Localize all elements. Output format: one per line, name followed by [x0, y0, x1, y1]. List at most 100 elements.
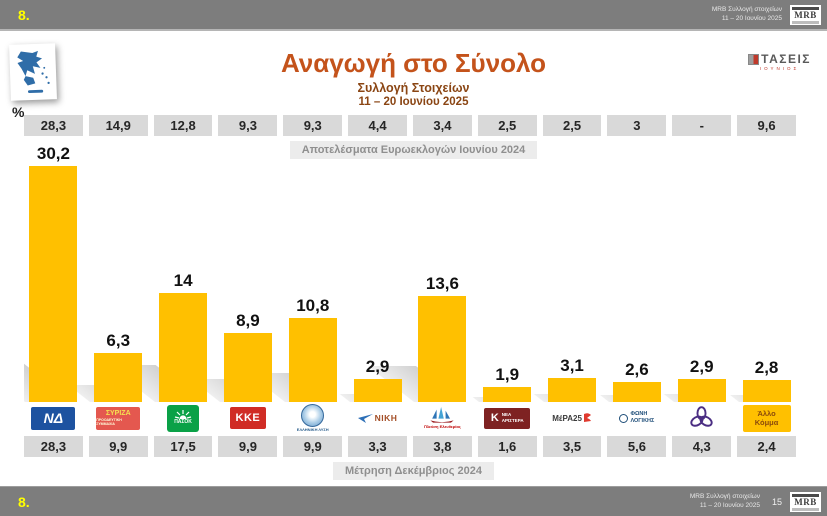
party-logo-foni: ΦΩΝΗ ΛΟΓΙΚΗΣ — [607, 402, 666, 434]
bar — [548, 378, 597, 402]
mrb-logo-text: MRB — [794, 9, 817, 20]
bar-chart: 30,2 6,3 14 8,9 10,8 2,9 13,6 1,9 3,1 2,6 2,9 2,8 — [24, 142, 796, 402]
bar — [353, 379, 402, 402]
party-logo-kke: ΚΚΕ — [218, 402, 277, 434]
header-source-note: MRB Συλλογή στοιχείων 11 – 20 Ιουνίου 20… — [712, 6, 782, 24]
dec-value-cell: 2,4 — [737, 436, 796, 457]
euro-results-row: 28,3 14,9 12,8 9,3 9,3 4,4 3,4 2,5 2,5 3-9,6 — [24, 115, 796, 136]
taseis-icon — [748, 53, 760, 65]
mrb-logo-subrule — [792, 20, 819, 24]
dec-value-cell: 1,6 — [477, 436, 537, 457]
bar — [29, 166, 78, 402]
dec-value-cell: 3,8 — [412, 436, 472, 457]
bar-value-label: 10,8 — [296, 296, 330, 315]
euro-value-cell: 2,5 — [477, 115, 537, 136]
bar-column: 2,8 — [729, 142, 796, 402]
dec-value-cell: 5,6 — [607, 436, 667, 457]
bar-column: 10,8 — [247, 142, 342, 402]
bar — [94, 353, 143, 402]
bar-column: 2,9 — [339, 142, 407, 402]
bar-value-label: 2,9 — [689, 357, 714, 376]
dec-value-cell: 9,9 — [88, 436, 148, 457]
bar — [223, 333, 272, 402]
percent-unit-label: % — [12, 104, 25, 120]
december-caption-text: Μέτρηση Δεκέμβριος 2024 — [333, 462, 494, 480]
party-logo-syriza: ΣΥΡΙΖΑ ΠΡΟΟΔΕΥΤΙΚΗ ΣΥΜΜΑΧΙΑ — [89, 402, 148, 434]
elliniki-lysi-emblem — [301, 404, 325, 427]
mrb-logo: MRB — [790, 4, 821, 25]
header-bar: 8. MRB Συλλογή στοιχείων 11 – 20 Ιουνίου… — [0, 0, 827, 31]
party-logo-nd: ΝΔ — [24, 402, 83, 434]
bar — [483, 387, 532, 402]
bar-value-label: 6,3 — [106, 331, 131, 350]
taseis-logo-subtext: ΙΟΥΝΙΟΣ — [759, 66, 800, 71]
euro-value-cell: - — [672, 115, 732, 136]
euro-value-cell: 9,3 — [283, 115, 343, 136]
dec-value-cell: 4,3 — [672, 436, 732, 457]
december-caption: Μέτρηση Δεκέμβριος 2024 — [0, 461, 827, 480]
euro-value-cell: 9,3 — [218, 115, 278, 136]
euro-results-caption: Αποτελέσματα Ευρωεκλογών Ιουνίου 2024 — [0, 140, 827, 159]
footer-mrb-logo: MRB — [790, 491, 821, 512]
dec-value-cell: 28,3 — [24, 436, 83, 457]
bar — [418, 296, 467, 402]
bar-column: 3,1 — [533, 142, 602, 402]
euro-value-cell: 4,4 — [348, 115, 407, 136]
page-title: Αναγωγή στο Σύνολο — [280, 48, 547, 78]
bar-value-label: 3,1 — [560, 356, 584, 375]
bar — [742, 380, 791, 402]
bar-column: 30,2 — [24, 142, 83, 402]
party-logo-mera: ΜέΡΑ25 — [543, 402, 602, 434]
footer-source-note: MRB Συλλογή στοιχείων 11 – 20 Ιουνίου 20… — [690, 493, 760, 511]
source-note-line1: MRB Συλλογή στοιχείων — [711, 5, 782, 13]
greece-map-svg — [17, 50, 50, 94]
dec-value-cell: 3,5 — [542, 436, 602, 457]
mrb-logo-text: MRB — [794, 496, 817, 507]
party-logo-niki: ΝΙΚΗ — [348, 402, 407, 434]
kinima-dimokratias-flower-icon — [690, 405, 713, 427]
party-logo-plefsi: Πλεύση Ελευθερίας — [413, 402, 472, 434]
euro-value-cell: 14,9 — [88, 115, 148, 136]
party-logo-kidim — [672, 402, 731, 434]
mrb-logo-subrule — [792, 507, 819, 511]
bar — [677, 379, 726, 402]
footer-source-line2: 11 – 20 Ιουνίου 2025 — [699, 501, 760, 509]
page-number: 15 — [771, 496, 782, 507]
euro-value-cell: 2,5 — [542, 115, 602, 136]
party-logo-allo: Άλλο Κόμμα — [737, 402, 796, 434]
title-subtitle: Συλλογή Στοιχείων — [357, 81, 470, 95]
bar-value-label: 1,9 — [495, 365, 520, 384]
pasok-sun-icon — [174, 410, 192, 420]
title-date-range: 11 – 20 Ιουνίου 2025 — [358, 96, 469, 108]
bar — [612, 382, 661, 402]
bar-column: 1,9 — [472, 142, 537, 402]
mrb-logo-rule — [792, 493, 819, 497]
bar-value-label: 2,6 — [625, 360, 649, 379]
party-logo-pasok: ΠΑΣΟΚ — [154, 402, 213, 434]
dec-value-cell: 3,3 — [348, 436, 407, 457]
greece-map-icon — [9, 43, 57, 101]
mrb-logo-rule — [792, 6, 819, 10]
bar-value-label: 13,6 — [425, 274, 459, 293]
euro-value-cell: 9,6 — [737, 115, 796, 136]
bar-value-label: 30,2 — [36, 144, 70, 163]
dec-value-cell: 9,9 — [283, 436, 343, 457]
taseis-logo-text: ΤΑΣΕΙΣ — [761, 52, 811, 66]
dec-value-cell: 9,9 — [218, 436, 278, 457]
euro-value-cell: 3,4 — [412, 115, 472, 136]
bar-value-label: 2,8 — [754, 358, 779, 377]
source-note-line2: 11 – 20 Ιουνίου 2025 — [721, 14, 782, 22]
taseis-logo: ΤΑΣΕΙΣ ΙΟΥΝΙΟΣ — [748, 53, 811, 72]
euro-value-cell: 28,3 — [24, 115, 83, 136]
party-logo-nar: K ΝΕΑ ΑΡΙΣΤΕΡΑ — [478, 402, 537, 434]
bar-column: 8,9 — [190, 142, 277, 402]
bar-column: 2,6 — [599, 142, 666, 402]
bar — [159, 293, 208, 402]
euro-results-caption-text: Αποτελέσματα Ευρωεκλογών Ιουνίου 2024 — [289, 141, 538, 159]
title-block: Αναγωγή στο Σύνολο Συλλογή Στοιχείων 11 … — [0, 48, 827, 108]
bar-column: 2,9 — [663, 142, 731, 402]
footer-source-line1: MRB Συλλογή στοιχείων — [689, 492, 760, 500]
mera25-flag-icon — [583, 412, 591, 424]
bar-value-label: 14 — [173, 271, 193, 290]
